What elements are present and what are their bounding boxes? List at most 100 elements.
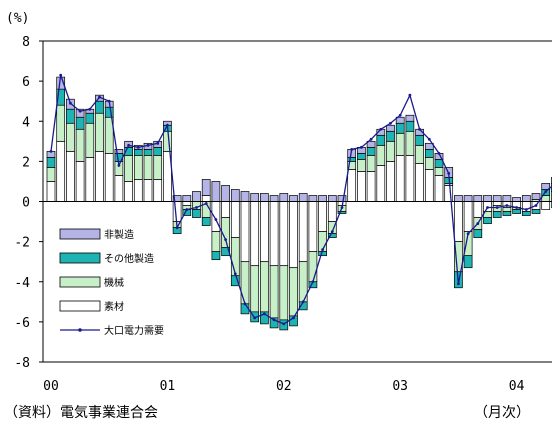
bar-segment <box>85 157 95 202</box>
bar-segment <box>512 197 521 202</box>
bar-segment <box>492 195 502 202</box>
bar-segment <box>56 140 66 202</box>
bar-segment <box>424 148 434 158</box>
bar-segment <box>56 104 66 142</box>
line-point <box>117 163 121 167</box>
line-point <box>282 322 286 326</box>
bar-segment <box>153 179 163 202</box>
bar-segment <box>260 193 269 202</box>
bar-segment <box>463 255 473 269</box>
legend-label: その他製造 <box>104 252 154 265</box>
bar-segment <box>75 116 85 130</box>
bar-segment <box>502 207 512 212</box>
bar-segment <box>502 211 512 216</box>
line-point <box>408 93 412 97</box>
bar-segment <box>124 181 133 202</box>
bar-segment <box>454 195 463 202</box>
line-point <box>437 151 441 155</box>
bar-segment <box>192 209 201 218</box>
bar-segment <box>46 181 56 202</box>
y-tick-label: 4 <box>22 115 30 130</box>
bar-segment <box>240 261 250 305</box>
bar-segment <box>66 122 75 152</box>
line-point <box>156 141 160 145</box>
line-point <box>59 73 63 77</box>
bar-segment <box>289 201 298 269</box>
y-tick-label: -4 <box>14 276 30 291</box>
line-point <box>505 204 509 207</box>
y-tick-label: 2 <box>22 155 30 170</box>
bar-segment <box>114 175 124 202</box>
bar-segment <box>405 155 415 202</box>
line-point <box>166 123 169 127</box>
bar-segment <box>133 179 143 202</box>
line-point <box>69 101 72 105</box>
bar-segment <box>327 195 337 202</box>
bar-segment <box>424 142 434 150</box>
line-point <box>515 206 518 209</box>
bar-segment <box>230 201 240 238</box>
line-point <box>534 204 538 207</box>
bar-segment <box>289 195 298 202</box>
bar-segment <box>279 201 289 267</box>
bar-segment <box>124 155 133 182</box>
bar-segment <box>143 148 153 156</box>
bar-segment <box>221 185 230 202</box>
bar-segment <box>260 261 269 313</box>
line-point <box>524 208 528 211</box>
bar-segment <box>483 195 492 202</box>
legend-label: 非製造 <box>104 228 134 241</box>
bar-segment <box>395 155 405 202</box>
bar-segment <box>512 209 521 214</box>
line-point <box>263 312 266 316</box>
bar-segment <box>357 171 366 202</box>
bar-segment <box>424 157 434 170</box>
x-tick-label: 04 <box>509 379 525 394</box>
bar-segment <box>415 134 424 146</box>
bar-segment <box>327 201 337 222</box>
bar-segment <box>541 183 551 190</box>
bar-segment <box>211 251 221 261</box>
line-point <box>195 206 198 209</box>
line-point <box>107 99 111 103</box>
bar-segment <box>308 201 318 253</box>
y-tick-label: 0 <box>22 196 30 211</box>
bar-segment <box>376 134 386 146</box>
bar-segment <box>250 193 260 202</box>
bar-segment <box>541 201 551 210</box>
bar-segment <box>85 112 95 124</box>
bar-segment <box>357 153 366 160</box>
y-tick-label: 6 <box>22 75 30 90</box>
line-point <box>398 113 402 117</box>
line-point <box>418 127 421 131</box>
bar-segment <box>318 201 327 232</box>
bar-segment <box>308 195 318 202</box>
line-point <box>544 190 548 193</box>
legend-marker <box>78 328 82 332</box>
line-point <box>447 172 451 175</box>
line-point <box>360 145 363 149</box>
y-tick-label: -8 <box>14 356 30 371</box>
y-tick-label: -2 <box>14 236 30 251</box>
bar-segment <box>531 209 541 214</box>
bar-segment <box>240 201 250 263</box>
bar-segment <box>424 169 434 202</box>
bar-segment <box>318 251 327 257</box>
line-point <box>311 280 315 284</box>
bar-segment <box>104 153 114 202</box>
bar-segment <box>473 229 483 238</box>
bar-segment <box>211 181 221 202</box>
line-point <box>224 238 228 242</box>
bar-segment <box>75 108 85 118</box>
bar-segment <box>521 195 531 202</box>
line-point <box>389 121 392 125</box>
line-point <box>185 208 189 211</box>
legend-swatch <box>59 228 101 240</box>
legend-swatch <box>59 276 101 288</box>
bar-segment <box>221 201 230 218</box>
legend-label: 大口電力需要 <box>104 324 164 337</box>
bar-segment <box>250 201 260 267</box>
line-point <box>466 232 470 236</box>
bar-segment <box>143 155 153 180</box>
bar-segment <box>376 144 386 166</box>
